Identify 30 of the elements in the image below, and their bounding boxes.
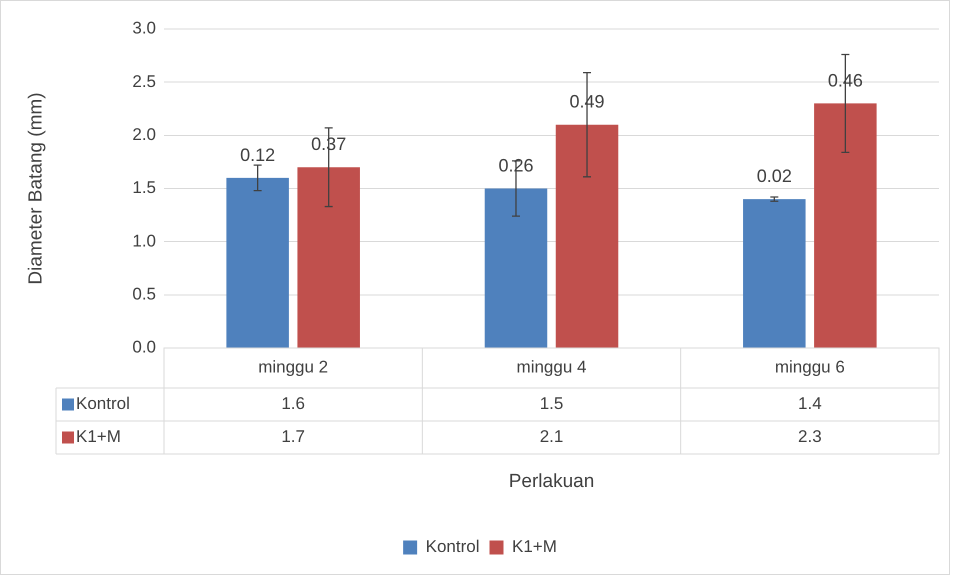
y-tick-label: 1.0 bbox=[132, 231, 156, 250]
y-tick-label: 1.5 bbox=[132, 178, 156, 198]
bar bbox=[297, 167, 360, 348]
y-tick-label: 0.5 bbox=[132, 284, 156, 304]
y-tick-label: 2.0 bbox=[132, 125, 156, 144]
bar bbox=[743, 199, 806, 348]
legend-label: K1+M bbox=[512, 537, 557, 556]
legend-label: Kontrol bbox=[76, 394, 130, 414]
data-label: 1.4 bbox=[798, 394, 822, 414]
y-tick-label: 3.0 bbox=[132, 18, 156, 38]
text: K1+M bbox=[76, 427, 121, 446]
bar bbox=[556, 124, 618, 348]
data-label: 2.1 bbox=[540, 427, 564, 446]
bar bbox=[814, 103, 877, 348]
annotation: 0.12 bbox=[240, 144, 276, 165]
x-tick-label: minggu 2 bbox=[258, 358, 328, 377]
bar bbox=[226, 178, 289, 348]
x-tick-label: minggu 4 bbox=[516, 358, 586, 377]
data-label: 1.6 bbox=[281, 394, 305, 414]
y-tick-label: 2.5 bbox=[132, 72, 156, 91]
data-label: 1.7 bbox=[281, 427, 305, 446]
text: Kontrol bbox=[426, 537, 480, 556]
x-tick-label: minggu 6 bbox=[774, 358, 845, 377]
annotation: 0.02 bbox=[756, 166, 792, 186]
data-label: 2.3 bbox=[798, 427, 822, 446]
y-tick-label: 0.0 bbox=[132, 338, 156, 357]
y-axis-title: Diameter Batang (mm) bbox=[26, 92, 47, 285]
x-axis-title: Perlakuan bbox=[508, 471, 594, 492]
data-label: 1.5 bbox=[540, 394, 564, 414]
bar bbox=[484, 188, 548, 348]
